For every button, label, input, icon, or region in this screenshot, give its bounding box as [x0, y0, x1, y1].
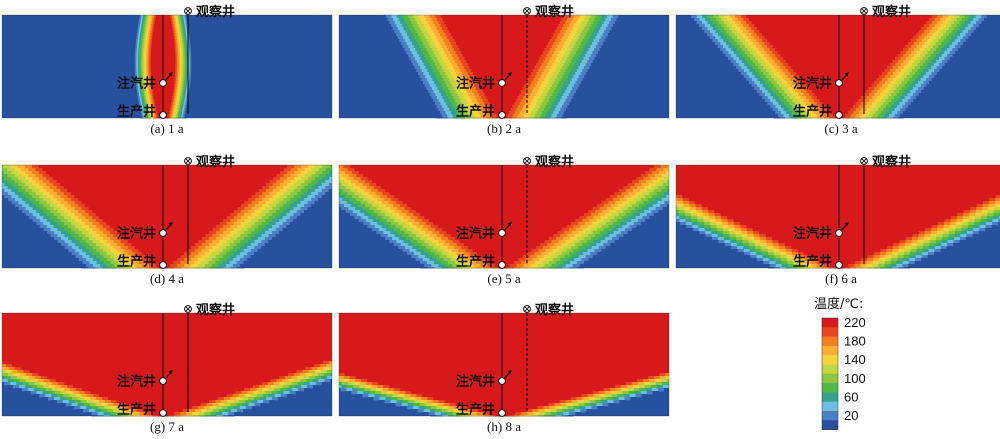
production-well-label: 生产井: [117, 402, 156, 418]
production-well-icon: [159, 409, 167, 417]
legend-swatch: [822, 364, 838, 375]
temperature-field: [338, 312, 670, 417]
production-well-label: 生产井: [456, 254, 495, 270]
observation-well-icon: [523, 157, 531, 165]
injection-well-icon: [159, 72, 173, 87]
legend-swatch: [822, 318, 838, 328]
legend-tick-label: 220: [844, 315, 866, 330]
injection-well-icon: [498, 370, 512, 385]
legend-tick-label: 140: [844, 352, 866, 367]
panel-caption: (f) 6 a: [825, 271, 857, 286]
legend-tick-label: 20: [844, 408, 858, 423]
legend-swatch: [822, 345, 838, 356]
legend-swatch: [822, 383, 838, 393]
legend-swatch: [822, 411, 838, 421]
legend-swatch: [822, 327, 838, 337]
panel-caption: (g) 7 a: [150, 419, 184, 434]
legend-swatch: [822, 392, 838, 402]
production-well-label: 生产井: [456, 402, 495, 418]
legend-swatch: [822, 336, 838, 347]
injection-well-label: 注汽井: [456, 374, 495, 390]
observation-well-icon: [184, 305, 192, 313]
injection-well-label: 注汽井: [117, 76, 156, 92]
temperature-field: [675, 14, 1000, 119]
observation-well-label: 观察井: [196, 154, 235, 170]
injection-well-icon: [835, 72, 849, 87]
observation-well-label: 观察井: [535, 154, 574, 170]
injection-well-icon: [159, 370, 173, 385]
production-well-icon: [159, 111, 167, 119]
observation-well-label: 观察井: [535, 4, 574, 20]
injection-well-label: 注汽井: [456, 76, 495, 92]
panel-caption: (c) 3 a: [824, 121, 857, 136]
injection-well-label: 注汽井: [456, 226, 495, 242]
production-well-icon: [498, 261, 506, 269]
production-well-label: 生产井: [117, 104, 156, 120]
observation-well-icon: [184, 7, 192, 15]
observation-well-label: 观察井: [872, 154, 911, 170]
observation-well-icon: [523, 7, 531, 15]
legend-title: 温度/℃:: [814, 296, 863, 312]
observation-well-icon: [184, 157, 192, 165]
production-well-label: 生产井: [793, 104, 832, 120]
production-well-icon: [498, 111, 506, 119]
legend-swatch: [822, 420, 838, 430]
injection-well-icon: [835, 222, 849, 237]
production-well-label: 生产井: [117, 254, 156, 270]
temperature-field: [1, 14, 333, 119]
production-well-icon: [498, 409, 506, 417]
panel-caption: (e) 5 a: [487, 271, 520, 286]
injection-well-label: 注汽井: [793, 76, 832, 92]
observation-well-icon: [860, 7, 868, 15]
injection-well-icon: [498, 72, 512, 87]
legend-tick-label: 180: [844, 334, 866, 349]
temperature-field: [338, 14, 670, 119]
temperature-field: [675, 164, 1000, 269]
temperature-field: [1, 164, 333, 269]
production-well-icon: [835, 261, 843, 269]
injection-well-label: 注汽井: [117, 226, 156, 242]
observation-well-label: 观察井: [196, 4, 235, 20]
injection-well-label: 注汽井: [793, 226, 832, 242]
legend-swatch: [822, 401, 838, 412]
injection-well-icon: [498, 222, 512, 237]
injection-well-icon: [159, 222, 173, 237]
observation-well-icon: [860, 157, 868, 165]
production-well-icon: [159, 261, 167, 269]
production-well-label: 生产井: [793, 254, 832, 270]
temperature-legend: 温度/℃: 220 180 140 100 60 20: [814, 296, 866, 430]
temperature-field: [338, 164, 670, 269]
production-well-label: 生产井: [456, 104, 495, 120]
panel-caption: (h) 8 a: [487, 419, 521, 434]
observation-well-label: 观察井: [196, 302, 235, 318]
legend-tick-label: 100: [844, 371, 866, 386]
panel-caption: (b) 2 a: [487, 121, 521, 136]
panel-caption: (d) 4 a: [150, 271, 184, 286]
temperature-field: [1, 312, 333, 417]
observation-well-icon: [523, 305, 531, 313]
production-well-icon: [835, 111, 843, 119]
injection-well-label: 注汽井: [117, 374, 156, 390]
legend-swatch: [822, 373, 838, 384]
legend-tick-label: 60: [844, 389, 858, 404]
legend-swatch: [822, 355, 838, 365]
observation-well-label: 观察井: [872, 4, 911, 20]
observation-well-label: 观察井: [535, 302, 574, 318]
panel-caption: (a) 1 a: [150, 121, 183, 136]
